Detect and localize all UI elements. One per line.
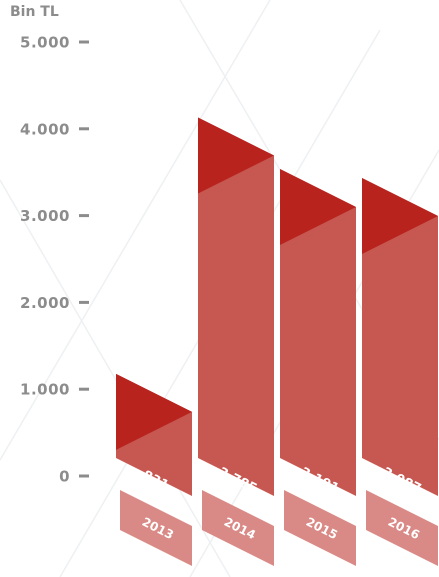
y-tick-label: 2.000	[20, 294, 70, 312]
year-box	[120, 490, 192, 566]
bar	[198, 117, 274, 496]
y-tick-label: 5.000	[20, 34, 70, 52]
bar-cap	[198, 117, 274, 194]
y-tick-label: 3.000	[20, 207, 70, 225]
y-tick-label: 0	[59, 468, 70, 486]
bar	[280, 169, 356, 497]
bar	[362, 178, 438, 496]
year-box	[202, 490, 274, 566]
y-axis-unit-label: Bin TL	[10, 4, 59, 20]
bar-cap	[280, 169, 356, 246]
bar-cap	[362, 178, 438, 255]
y-tick-label: 4.000	[20, 120, 70, 138]
bar-cap	[116, 373, 192, 450]
year-box	[284, 490, 356, 566]
year-box	[366, 490, 438, 566]
y-tick-label: 1.000	[20, 381, 70, 399]
y-axis: 0 1.000 2.000 3.000 4.000 5.000	[20, 34, 89, 486]
